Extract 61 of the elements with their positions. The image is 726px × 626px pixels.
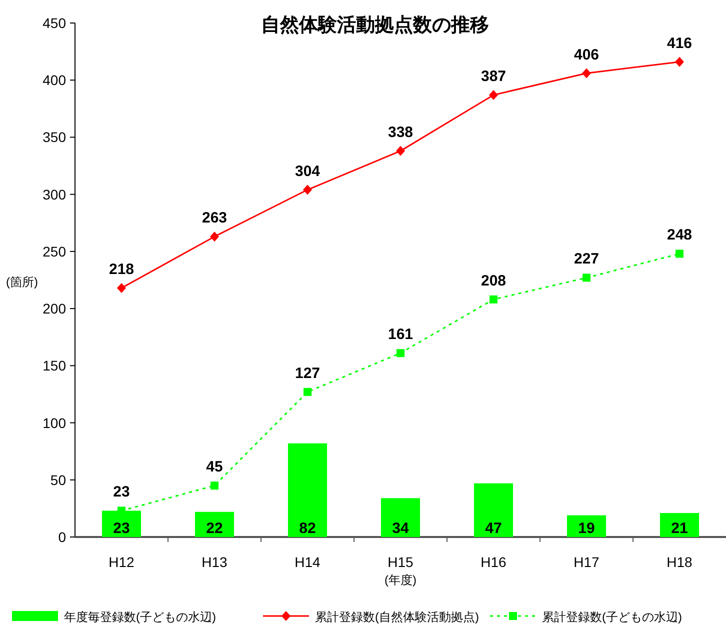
x-tick-label: H15 <box>388 554 414 570</box>
bar <box>380 498 420 537</box>
point <box>582 68 591 78</box>
chart-title: 自然体験活動拠点数の推移 <box>261 14 489 36</box>
x-axis-title: (年度) <box>384 573 416 587</box>
data-label: 82 <box>299 520 316 537</box>
point <box>396 349 404 358</box>
x-tick-label: H12 <box>108 554 135 570</box>
point <box>303 184 312 195</box>
data-label: 21 <box>671 520 688 537</box>
point <box>489 90 498 100</box>
y-tick-label: 0 <box>58 529 66 545</box>
x-tick-label: H18 <box>666 554 693 570</box>
point <box>304 388 312 396</box>
data-label: 34 <box>392 520 410 537</box>
x-tick-label: H14 <box>294 554 321 570</box>
legend-label: 年度毎登録数(子どもの水辺) <box>64 610 216 624</box>
point <box>582 274 590 282</box>
y-tick-label: 250 <box>42 243 66 260</box>
data-label: 227 <box>574 250 600 268</box>
x-tick-label: H16 <box>480 554 507 570</box>
y-tick-label: 200 <box>42 300 66 317</box>
x-tick-label: H13 <box>202 554 228 570</box>
data-label: 23 <box>113 484 130 501</box>
y-axis-title: (箇所) <box>6 275 38 289</box>
y-tick-label: 350 <box>42 129 66 146</box>
data-label: 338 <box>388 124 414 141</box>
legend-label: 累計登録数(自然体験活動拠点) <box>315 610 479 624</box>
y-tick-label: 450 <box>42 15 66 31</box>
bar <box>474 483 514 537</box>
y-tick-label: 100 <box>42 414 66 431</box>
point <box>210 482 218 490</box>
point <box>675 56 684 67</box>
data-label: 22 <box>206 520 223 537</box>
data-label: 218 <box>108 260 134 278</box>
data-label: 45 <box>206 458 223 476</box>
point <box>490 295 498 304</box>
legend-label: 累計登録数(子どもの水辺) <box>542 610 682 624</box>
data-label: 387 <box>480 68 506 85</box>
data-label: 416 <box>666 34 692 52</box>
y-tick-label: 150 <box>42 358 66 374</box>
point <box>676 250 684 258</box>
point <box>117 282 126 293</box>
x-tick-label: H17 <box>574 554 600 570</box>
y-tick-label: 300 <box>42 186 66 202</box>
point <box>210 232 219 242</box>
data-label: 263 <box>202 210 228 227</box>
data-label: 47 <box>485 520 502 537</box>
data-label: 127 <box>294 364 320 382</box>
data-label: 208 <box>480 272 506 290</box>
data-label: 248 <box>666 226 692 244</box>
data-label: 23 <box>113 520 130 537</box>
data-label: 161 <box>388 326 414 344</box>
y-tick-label: 400 <box>42 72 66 88</box>
data-label: 406 <box>574 46 600 64</box>
bar <box>288 443 328 537</box>
data-label: 304 <box>294 162 321 180</box>
point <box>396 146 405 156</box>
data-label: 19 <box>578 520 595 537</box>
y-tick-label: 50 <box>50 472 66 488</box>
bar <box>660 513 700 537</box>
